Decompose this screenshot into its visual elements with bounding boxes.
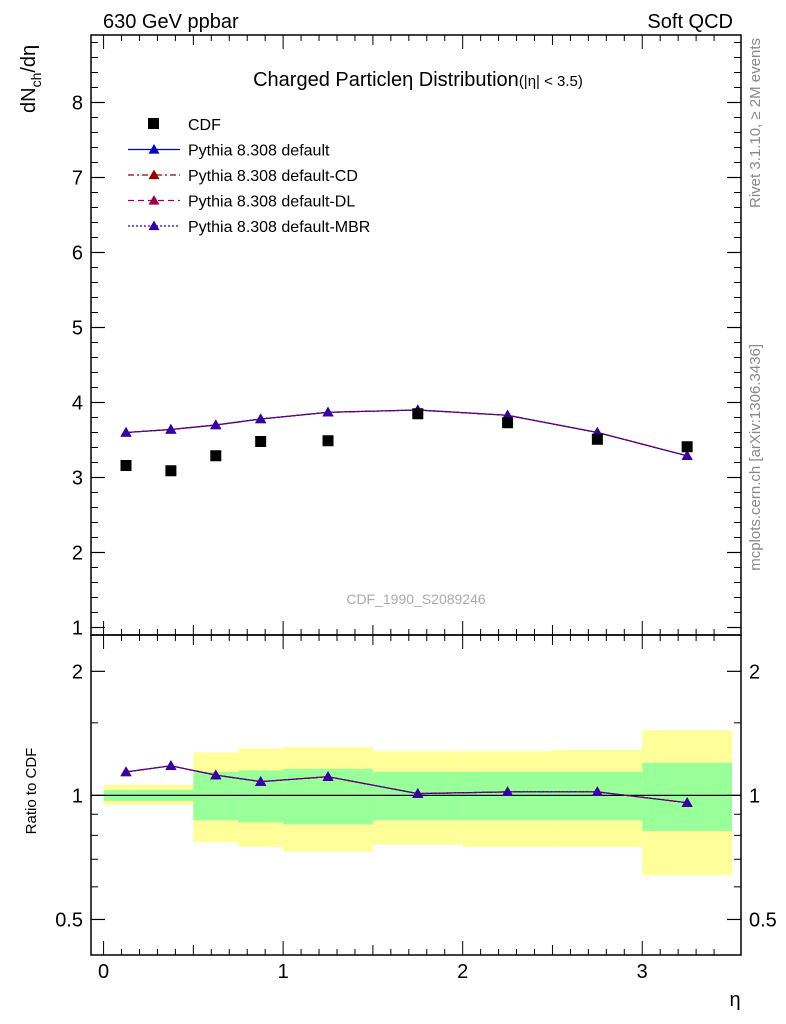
y-tick-label: 4 (72, 393, 83, 415)
y-tick-label: 3 (72, 468, 83, 490)
y-tick-label: 2 (72, 543, 83, 565)
x-tick-label: 0 (98, 961, 109, 983)
data-point (502, 417, 514, 429)
data-point (322, 435, 334, 447)
ratio-band-inner (193, 771, 239, 821)
mc-point-3 (322, 406, 334, 417)
header-right: Soft QCD (647, 11, 733, 33)
ratio-y-tick-label: 2 (72, 661, 83, 683)
y-tick-label: 7 (72, 168, 83, 190)
y-tick-label: 5 (72, 318, 83, 340)
x-tick-label: 3 (637, 961, 648, 983)
ratio-y-tick-label-right: 1 (749, 785, 760, 807)
main-y-label: dNch/dη (18, 45, 44, 113)
mc-line-2 (125, 409, 688, 457)
data-point (120, 460, 132, 471)
ratio-y-tick-label: 1 (72, 785, 83, 807)
legend-entry: CDF (188, 117, 221, 134)
mc-point-3 (165, 424, 177, 434)
ratio-series-layer (120, 760, 693, 807)
ratio-y-tick-label-right: 0.5 (749, 909, 777, 931)
ratio-y-label: Ratio to CDF (23, 748, 40, 835)
mc-point-3 (120, 427, 132, 437)
legend-entry: Pythia 8.308 default-DL (188, 194, 355, 211)
ratio-point-3 (681, 797, 693, 807)
ratio-y-tick-label: 0.5 (55, 909, 83, 931)
header-left: 630 GeV ppbar (103, 11, 239, 33)
x-tick-label: 2 (457, 961, 468, 983)
ratio-band-inner (462, 771, 553, 821)
mc-point-3 (502, 409, 514, 420)
mc-point-3 (255, 413, 267, 424)
data-point (210, 450, 222, 462)
y-tick-label: 6 (72, 243, 83, 265)
main-title: Charged Particleη Distribution(|η| < 3.5… (253, 69, 583, 91)
analysis-watermark: CDF_1990_S2089246 (346, 591, 486, 607)
data-point (681, 441, 693, 453)
legend-entry: Pythia 8.308 default (188, 143, 330, 160)
mc-line-0 (125, 409, 688, 457)
ratio-point-3 (120, 766, 132, 777)
y-tick-label: 1 (72, 618, 83, 640)
legend-marker-mc (148, 195, 160, 205)
mcplots-label: mcplots.cern.ch [arXiv:1306.3436] (747, 344, 764, 571)
x-axis-label: η (729, 989, 740, 1011)
ratio-point-3 (591, 786, 603, 796)
ratio-point-3 (255, 776, 267, 786)
ratio-axis-ticks: 0.5 0.5 1 1 2 2 0 1 2 3 (55, 635, 777, 983)
mc-line-1 (125, 409, 688, 457)
legend-marker-mc (148, 169, 160, 180)
legend-entry: Pythia 8.308 default-MBR (188, 219, 370, 236)
ratio-point-3 (502, 786, 514, 796)
ratio-band-inner (552, 771, 643, 821)
ratio-point-3 (412, 788, 424, 798)
mc-point-3 (681, 450, 693, 460)
legend-marker-data (148, 118, 159, 129)
data-point (591, 433, 603, 445)
legend-marker-mc (148, 144, 160, 154)
data-point (412, 408, 424, 420)
ratio-point-3 (322, 771, 334, 781)
legend: CDF Pythia 8.308 default Pythia 8.308 defa… (128, 117, 370, 236)
data-point (255, 436, 267, 447)
ratio-band-layer (91, 730, 741, 876)
x-tick-label: 1 (278, 961, 289, 983)
legend-entry: Pythia 8.308 default-CD (188, 168, 358, 185)
mc-line-3 (125, 409, 688, 457)
ratio-point-3 (210, 769, 222, 780)
legend-marker-mc (148, 220, 160, 231)
ratio-band-inner (642, 762, 733, 831)
data-point (165, 465, 177, 477)
ratio-point-3 (165, 760, 177, 770)
main-axis-ticks: 1 2 3 4 5 6 7 8 (72, 35, 741, 640)
mc-point-3 (210, 419, 222, 430)
ratio-y-tick-label-right: 2 (749, 661, 760, 683)
y-tick-label: 8 (72, 93, 83, 115)
rivet-label: Rivet 3.1.10, ≥ 2M events (747, 38, 764, 208)
main-series-layer (120, 404, 693, 477)
